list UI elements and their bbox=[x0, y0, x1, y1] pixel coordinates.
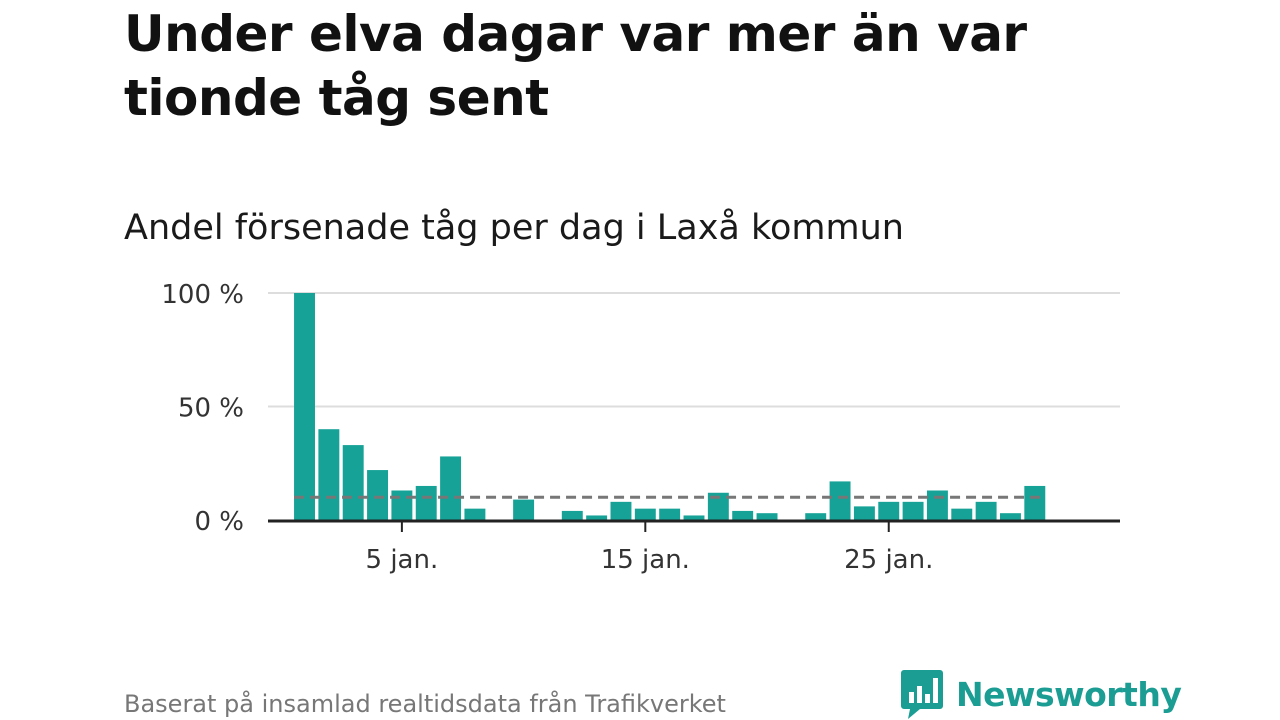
bar bbox=[707, 492, 729, 520]
y-axis-labels: 0 % 50 % 100 % bbox=[161, 280, 244, 537]
bar bbox=[464, 508, 486, 520]
newsworthy-logo: Newsworthy bbox=[900, 668, 1182, 720]
bar bbox=[732, 510, 754, 520]
x-axis-labels: 5 jan. 15 jan. 25 jan. bbox=[366, 545, 934, 575]
chart-subtitle: Andel försenade tåg per dag i Laxå kommu… bbox=[124, 208, 904, 248]
x-tick-label: 15 jan. bbox=[601, 545, 690, 575]
bars bbox=[294, 293, 1046, 520]
bar bbox=[683, 515, 705, 520]
bar bbox=[513, 499, 535, 520]
chart-bubble-icon bbox=[901, 670, 943, 719]
bar bbox=[975, 501, 997, 520]
bar bbox=[1024, 485, 1046, 520]
bar bbox=[902, 501, 924, 520]
bar bbox=[926, 490, 948, 520]
bar bbox=[318, 429, 340, 520]
bar bbox=[878, 501, 900, 520]
brand-name: Newsworthy bbox=[956, 674, 1182, 714]
grid-lines bbox=[268, 292, 1120, 408]
bar bbox=[610, 501, 632, 520]
bar bbox=[853, 506, 875, 520]
bar bbox=[367, 470, 389, 520]
x-tick-label: 25 jan. bbox=[844, 545, 933, 575]
y-tick-label: 0 % bbox=[194, 507, 244, 537]
x-tick-label: 5 jan. bbox=[366, 545, 439, 575]
chart-title: Under elva dagar var mer än var tionde t… bbox=[124, 5, 1027, 127]
bar bbox=[829, 481, 851, 520]
bar bbox=[756, 513, 778, 520]
bar bbox=[805, 513, 827, 520]
bar bbox=[951, 508, 973, 520]
bar bbox=[634, 508, 656, 520]
bar bbox=[294, 293, 315, 520]
y-tick-label: 50 % bbox=[178, 394, 244, 424]
source-note: Baserat på insamlad realtidsdata från Tr… bbox=[124, 690, 726, 718]
bar bbox=[391, 490, 413, 520]
bar bbox=[415, 485, 437, 520]
bar bbox=[440, 456, 462, 520]
bar bbox=[342, 445, 364, 520]
bar bbox=[586, 515, 608, 520]
bar bbox=[999, 513, 1021, 520]
bar bbox=[561, 510, 583, 520]
y-tick-label: 100 % bbox=[161, 280, 244, 310]
x-axis bbox=[268, 519, 1120, 532]
bar bbox=[659, 508, 681, 520]
